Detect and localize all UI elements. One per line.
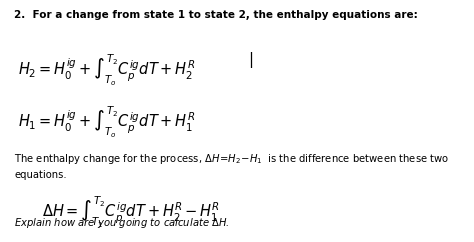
Text: |: | xyxy=(248,53,253,68)
Text: The enthalpy change for the process, $\Delta H\!=\!H_2\!-\!H_1$  is the differen: The enthalpy change for the process, $\D… xyxy=(15,152,450,180)
Text: 2.  For a change from state 1 to state 2, the enthalpy equations are:: 2. For a change from state 1 to state 2,… xyxy=(15,10,418,20)
Text: Explain how are you going to calculate $\Delta H$.: Explain how are you going to calculate $… xyxy=(15,216,230,230)
Text: $H_1 = H_0^{ig} + \int_{T_o}^{T_2} C_p^{ig}dT + H_1^R$: $H_1 = H_0^{ig} + \int_{T_o}^{T_2} C_p^{… xyxy=(18,105,196,140)
Text: $H_2 = H_0^{ig} + \int_{T_o}^{T_2} C_p^{ig}dT + H_2^R$: $H_2 = H_0^{ig} + \int_{T_o}^{T_2} C_p^{… xyxy=(18,53,196,88)
Text: $\Delta H = \int_{T_1}^{T_2} C_p^{ig}dT + H_2^R - H_1^R$: $\Delta H = \int_{T_1}^{T_2} C_p^{ig}dT … xyxy=(42,194,220,230)
